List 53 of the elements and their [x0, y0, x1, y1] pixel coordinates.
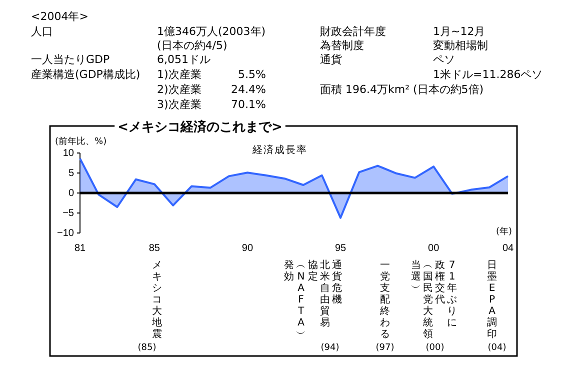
text: 人口 [31, 25, 53, 38]
x-tick-label: 95 [334, 243, 347, 254]
x-tick-label: 00 [428, 243, 440, 254]
text: (85) [138, 343, 156, 353]
text: 1億346万人(2003年) [157, 25, 266, 38]
x-tick-label: 85 [148, 243, 160, 254]
x-tick-label: 90 [242, 243, 254, 254]
text: 3)次産業 [157, 98, 202, 111]
text: 政権交代 [434, 260, 445, 306]
text: ペソ [433, 53, 455, 66]
text: 1)次産業 [157, 68, 202, 81]
x-tick-label: 81 [74, 243, 86, 254]
text: 70.1% [231, 98, 266, 111]
text: 当選︶ [411, 259, 421, 294]
chart-title: <メキシコ経済のこれまで> [118, 119, 282, 135]
text: (00) [426, 343, 444, 353]
text: 5.5% [238, 68, 266, 81]
text: 一党支配終わる [379, 260, 390, 340]
text: (日本の約4/5) [157, 39, 228, 52]
y-tick-label: 5 [68, 168, 74, 180]
text: (04) [488, 343, 506, 353]
text: 財政会計年度 [320, 25, 386, 38]
text: 発効 [284, 260, 294, 282]
text: ︵NAFTA︶ [296, 260, 306, 340]
text: ︵国民党大統領 [423, 260, 433, 340]
y-axis-title: (前年比、%) [55, 136, 107, 147]
text: 6,051ドル [157, 53, 210, 66]
text: 産業構造(GDP構成比) [31, 68, 140, 81]
y-tick-label: −10 [57, 228, 74, 240]
annotation: (年) [496, 226, 512, 237]
y-tick-label: −5 [62, 208, 74, 220]
text: <2004年> [31, 10, 88, 23]
text: 71年ぶりに [447, 260, 457, 328]
text: 24.4% [231, 83, 266, 96]
text: 通貨 [320, 53, 342, 66]
text: 1月~12月 [433, 25, 486, 38]
text: 2)次産業 [157, 83, 202, 96]
y-tick-label: 10 [62, 148, 74, 160]
text: (94) [320, 343, 340, 353]
text: 北米自由貿易 [320, 259, 330, 328]
text: 1米ドル=11.286ペソ [433, 68, 543, 81]
text: メキシコ大地震 [151, 260, 162, 340]
text: 変動相場制 [433, 39, 488, 52]
text: 日墨EPA調印 [487, 260, 497, 340]
series-label: 経済成長率 [252, 144, 308, 156]
text: 一人当たりGDP [31, 53, 110, 66]
text: (97) [376, 343, 394, 353]
text: 為替制度 [320, 39, 364, 52]
y-tick-label: 0 [68, 188, 74, 200]
x-tick-label: 04 [502, 243, 514, 254]
text: 通貨危機 [332, 259, 342, 306]
text: 面積 196.4万km² (日本の約5倍) [320, 83, 484, 96]
text: 協定 [308, 259, 318, 282]
